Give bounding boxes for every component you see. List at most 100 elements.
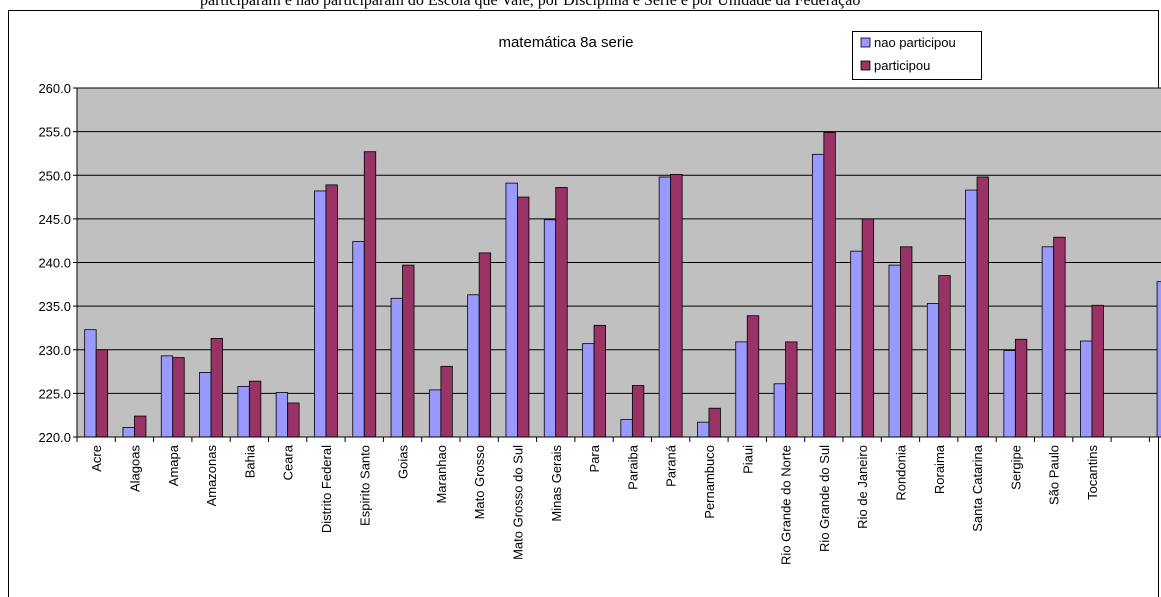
x-tick-label: Piaui <box>740 445 755 474</box>
bar-participou <box>1014 338 1028 438</box>
x-tick-label: Pernambuco <box>702 445 717 519</box>
x-tick-label: Goias <box>396 445 411 479</box>
bar-participou <box>1091 304 1104 438</box>
x-tick-label: Acre <box>89 445 104 472</box>
bar-nao-participou <box>237 385 250 438</box>
bar-nao-participou <box>811 153 825 438</box>
bar-participou <box>555 187 568 438</box>
x-tick-label: Ceara <box>281 444 296 480</box>
bar-participou <box>172 357 185 438</box>
x-tick-label: Rio Grande do Norte <box>779 445 794 565</box>
chart-title: matemática 8a serie <box>498 34 633 51</box>
bar-nao-participou <box>467 294 480 438</box>
legend-swatch-participou <box>860 60 871 71</box>
x-tick-label: Roraima <box>932 444 947 494</box>
legend-swatch-nao-participou <box>860 37 871 48</box>
x-tick-label: Alagoas <box>127 445 142 492</box>
bar-nao-participou <box>735 341 748 438</box>
bar-nao-participou <box>582 343 595 438</box>
x-axis: Acre Alagoas Amapa Amazonas Bahia Ceara Distri… <box>76 437 1150 565</box>
x-tick-label: Tocantins <box>1085 445 1100 500</box>
bar-nao-participou <box>1003 350 1016 438</box>
x-tick-label: Mato Grosso <box>472 445 487 519</box>
bar-nao-participou <box>658 176 672 438</box>
x-tick-label: Amazonas <box>204 445 219 507</box>
legend: nao participou participou <box>852 31 982 80</box>
x-tick-label: Maranhao <box>434 445 449 504</box>
x-tick-label: Rondonia <box>893 444 908 500</box>
y-tick-label: 230.0 <box>38 343 71 358</box>
bar-participou <box>363 151 377 438</box>
x-tick-label: São Paulo <box>1047 445 1062 505</box>
bar-nao-participou <box>122 427 135 438</box>
x-tick-label: Bahia <box>242 444 257 478</box>
x-tick-label: Para <box>587 444 602 472</box>
bar-nao-participou <box>620 419 633 438</box>
bar-nao-participou <box>1080 340 1093 438</box>
bar-participou <box>746 315 760 438</box>
bar-participou <box>287 402 300 438</box>
bar-nao-participou <box>850 250 863 438</box>
y-axis: 220.0 225.0 230.0 235.0 240.0 245.0 250.0 255.0… <box>38 81 77 445</box>
bar-participou <box>861 218 875 438</box>
bar-participou <box>670 173 683 438</box>
bar-nao-participou <box>1041 246 1055 438</box>
x-tick-label: Rio Grande do Sul <box>817 445 832 552</box>
y-tick-label: 250.0 <box>38 168 71 183</box>
legend-label-participou: participou <box>874 58 930 73</box>
y-tick-label: 255.0 <box>38 125 71 140</box>
bar-participou <box>134 415 147 438</box>
y-tick-label: 245.0 <box>38 212 71 227</box>
bar-participou <box>708 407 721 438</box>
legend-box <box>852 31 982 80</box>
x-tick-label: Amapa <box>166 444 181 486</box>
bar-nao-participou <box>773 383 786 438</box>
legend-label-nao-participou: nao participou <box>874 35 956 50</box>
bar-participou <box>938 275 951 438</box>
header-text: participaram e não participaram do Escol… <box>200 0 860 9</box>
bar-participou <box>1053 236 1066 438</box>
bar-participou <box>248 380 262 438</box>
bar-participou <box>440 365 453 438</box>
x-tick-label: Distrito Federal <box>319 445 334 533</box>
x-tick-label: Minas Gerais <box>549 445 564 522</box>
bar-nao-participou <box>926 303 940 438</box>
bar-participou <box>823 132 836 438</box>
y-tick-label: 235.0 <box>38 299 71 314</box>
bar-nao-participou <box>965 189 978 438</box>
bar-participou <box>517 196 530 438</box>
bar-nao-participou <box>888 264 901 438</box>
x-tick-label: Mato Grosso do Sul <box>510 445 525 560</box>
x-tick-label: Santa Catarina <box>970 444 985 531</box>
bar-nao-participou <box>428 389 442 438</box>
bar-nao-participou <box>1156 281 1161 438</box>
y-tick-label: 225.0 <box>38 386 71 401</box>
bar-participou <box>900 246 913 438</box>
bar-participou <box>631 385 645 438</box>
bar-participou <box>95 349 109 438</box>
bar-nao-participou <box>160 355 174 438</box>
bar-participou <box>478 252 492 438</box>
x-tick-label: Rio de Janeiro <box>855 445 870 529</box>
x-tick-label: Paraná <box>664 444 679 487</box>
bar-nao-participou <box>505 182 518 438</box>
y-tick-label: 220.0 <box>38 430 71 445</box>
bar-participou <box>593 324 606 438</box>
bar-nao-participou <box>314 190 327 438</box>
x-tick-label: Espirito Santo <box>357 445 372 526</box>
bar-participou <box>785 341 798 438</box>
bar-nao-participou <box>390 297 403 438</box>
x-tick-label: Paraiba <box>625 444 640 490</box>
y-tick-label: 240.0 <box>38 256 71 271</box>
bar-nao-participou <box>199 372 212 438</box>
bar-participou <box>210 338 223 438</box>
bar-participou <box>325 184 338 438</box>
y-tick-label: 260.0 <box>38 81 71 96</box>
bar-participou <box>976 176 989 438</box>
bars <box>84 132 1161 438</box>
bar-nao-participou <box>84 329 97 438</box>
bar-nao-participou <box>697 421 710 438</box>
bar-participou <box>402 264 415 438</box>
x-tick-label: Sergipe <box>1008 445 1023 490</box>
